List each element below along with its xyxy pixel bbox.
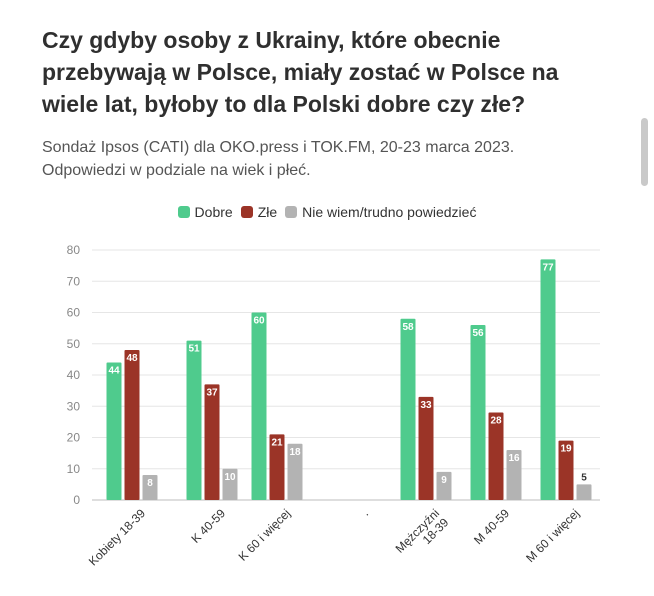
bar-1 [124,350,140,500]
data-label: 28 [490,416,502,427]
bar-0 [251,312,267,500]
bar-0 [470,325,486,500]
data-label: 9 [441,475,447,486]
category-label: Mężczyźni18-39 [393,506,452,565]
y-tick-label: 40 [67,368,81,382]
data-label: 10 [224,472,236,483]
chart-legend: Dobre Złe Nie wiem/trudno powiedzieć [0,200,654,224]
bar-2 [287,443,303,500]
scrollbar-thumb[interactable] [641,118,648,186]
legend-item-zle[interactable]: Złe [240,204,278,220]
bar-0 [540,259,556,500]
legend-label-nie-wiem: Nie wiem/trudno powiedzieć [302,204,477,220]
category-label: K 40-59 [189,506,229,546]
data-label: 8 [147,478,153,489]
legend-swatch-zle [240,206,253,218]
y-tick-label: 60 [67,306,81,320]
category-label: K 60 i więcej [236,506,294,564]
y-tick-label: 0 [73,493,80,507]
data-label: 33 [420,400,432,411]
data-label: 60 [253,316,265,327]
data-label: 44 [108,366,120,377]
data-label: 48 [126,353,138,364]
data-label: 16 [508,453,520,464]
data-label: 5 [581,472,587,483]
bar-1 [204,384,220,500]
bar-2 [506,450,522,500]
bar-0 [106,362,122,500]
y-tick-label: 20 [67,431,81,445]
y-tick-label: 30 [67,399,81,413]
legend-swatch-dobre [177,206,190,218]
legend-label-dobre: Dobre [194,204,233,220]
bar-2 [436,471,452,500]
data-label: 19 [560,444,572,455]
y-tick-label: 70 [67,274,81,288]
legend-label-zle: Złe [257,204,278,220]
y-tick-label: 10 [67,462,81,476]
bar-1 [488,412,504,500]
bar-chart: 0 10 20 30 40 50 60 70 80 44 48 8 Kobiety 18-39 51 37 1… [67,243,600,568]
data-label: 37 [206,387,218,398]
bar-1 [558,440,574,500]
legend-item-nie-wiem[interactable]: Nie wiem/trudno powiedzieć [285,204,476,220]
category-label: M 60 i więcej [523,506,582,565]
bar-2 [142,475,158,500]
bar-0 [186,340,202,500]
data-label: 18 [289,447,301,458]
bar-0 [400,318,416,500]
data-label: 58 [402,322,414,333]
y-tick-label: 80 [67,243,81,257]
bar-2 [576,484,592,500]
legend-swatch-nie-wiem [285,206,298,218]
data-label: 51 [188,344,200,355]
y-tick-label: 50 [67,337,81,351]
data-label: 77 [542,262,554,273]
category-label: . [359,506,371,518]
bar-1 [418,396,434,500]
legend-item-dobre[interactable]: Dobre [177,204,233,220]
bar-1 [269,434,285,500]
category-label: Kobiety 18-39 [86,506,148,568]
chart-title: Czy gdyby osoby z Ukrainy, które obecnie… [42,27,559,117]
data-label: 56 [472,328,484,339]
category-label: M 40-59 [471,506,512,547]
data-label: 21 [271,437,283,448]
bar-2 [222,468,238,500]
chart-subtitle: Sondaż Ipsos (CATI) dla OKO.press i TOK.… [42,139,515,179]
